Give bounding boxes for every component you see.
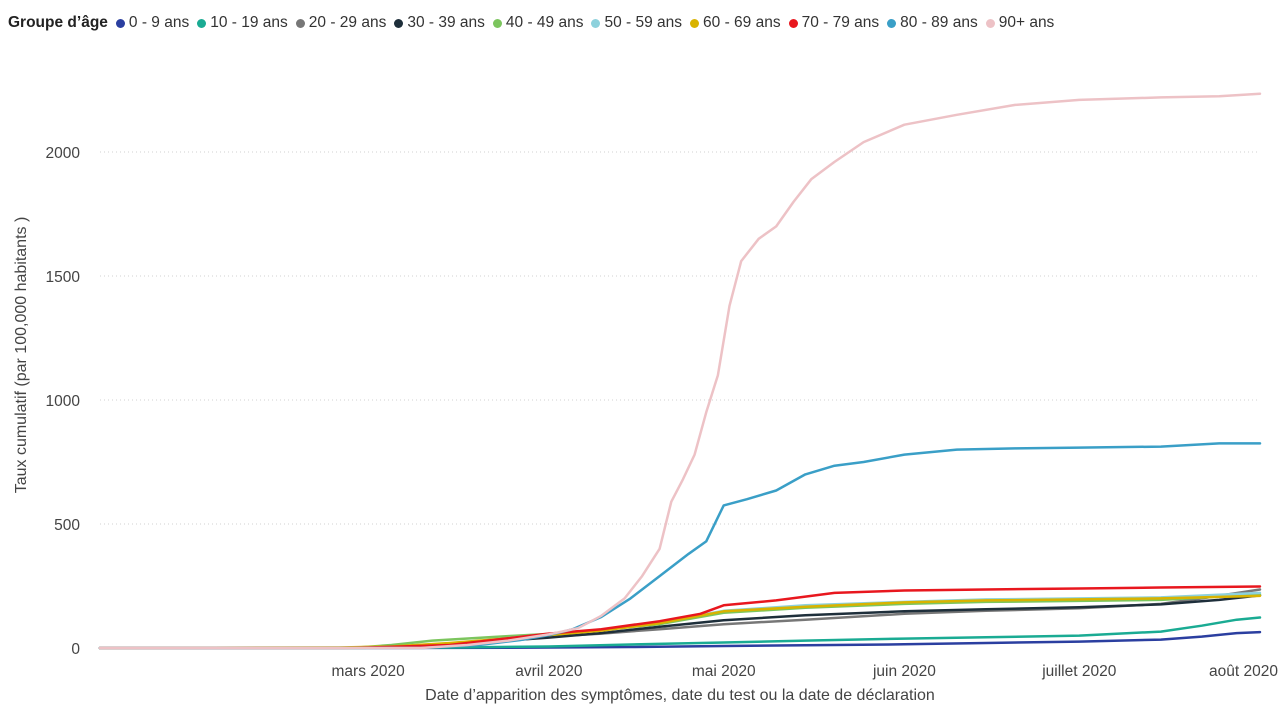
legend-label: 40 - 49 ans [505,14,584,31]
legend-item[interactable]: 80 - 89 ans [887,14,978,32]
y-tick-label: 0 [71,641,80,658]
gridlines [100,151,1260,525]
legend-item[interactable]: 60 - 69 ans [690,14,781,32]
legend-item[interactable]: 30 - 39 ans [394,14,485,32]
legend-dot [985,18,995,28]
y-tick-label: 500 [54,517,80,534]
legend-dot [690,18,700,28]
legend-dot [394,18,404,28]
x-tick-label: mai 2020 [692,663,756,680]
legend-item[interactable]: 20 - 29 ans [295,14,387,32]
legend-label: 30 - 39 ans [407,14,485,31]
series-line [98,92,1262,650]
y-axis-ticks: 0 500 1000 1500 2000 [46,145,81,658]
legend-item[interactable]: 70 - 79 ans [788,14,880,32]
legend-dot [788,18,798,28]
legend-label: 70 - 79 ans [801,14,880,31]
x-tick-label: avril 2020 [515,663,583,680]
y-tick-label: 2000 [46,145,81,162]
legend-label: 90+ ans [998,14,1055,31]
legend-label: 20 - 29 ans [308,14,387,31]
legend-label: 50 - 59 ans [604,14,683,31]
series-lines [98,92,1262,650]
y-axis-title: Taux cumulatif (par 100,000 habitants ) [13,217,30,494]
x-tick-label: mars 2020 [332,663,406,680]
legend-dot [197,18,207,28]
x-tick-label: juin 2020 [872,663,936,680]
legend-dot [295,18,305,28]
series-line [98,585,1262,650]
legend-dot [492,18,502,28]
x-tick-label: août 2020 [1209,663,1278,680]
legend-dot [591,18,601,28]
y-tick-label: 1500 [46,269,81,286]
legend-item[interactable]: 10 - 19 ans [197,14,288,32]
x-tick-label: juillet 2020 [1041,663,1116,680]
legend-title: Groupe d’âge [8,14,108,31]
y-tick-label: 1000 [46,393,81,410]
legend-dot [115,18,125,28]
legend-label: 0 - 9 ans [128,14,190,31]
x-axis-title: Date d’apparition des symptômes, date du… [425,687,935,704]
legend-item[interactable]: 50 - 59 ans [591,14,682,32]
legend-dot [887,18,897,28]
legend-item[interactable]: 40 - 49 ans [492,14,584,32]
x-axis-ticks: mars 2020 avril 2020 mai 2020 juin 2020 juil… [332,663,1279,680]
legend-label: 10 - 19 ans [210,14,288,31]
series-line [98,594,1262,650]
legend-item[interactable]: 0 - 9 ans [115,14,190,32]
series-line [98,593,1262,650]
legend-label: 80 - 89 ans [900,14,978,31]
series-line [98,616,1262,650]
chart-legend: Groupe d’âge 0 - 9 ans 10 - 19 ans 20 - 29… [8,13,1062,33]
legend-label: 60 - 69 ans [703,14,781,31]
legend-item[interactable]: 90+ ans [985,14,1055,32]
